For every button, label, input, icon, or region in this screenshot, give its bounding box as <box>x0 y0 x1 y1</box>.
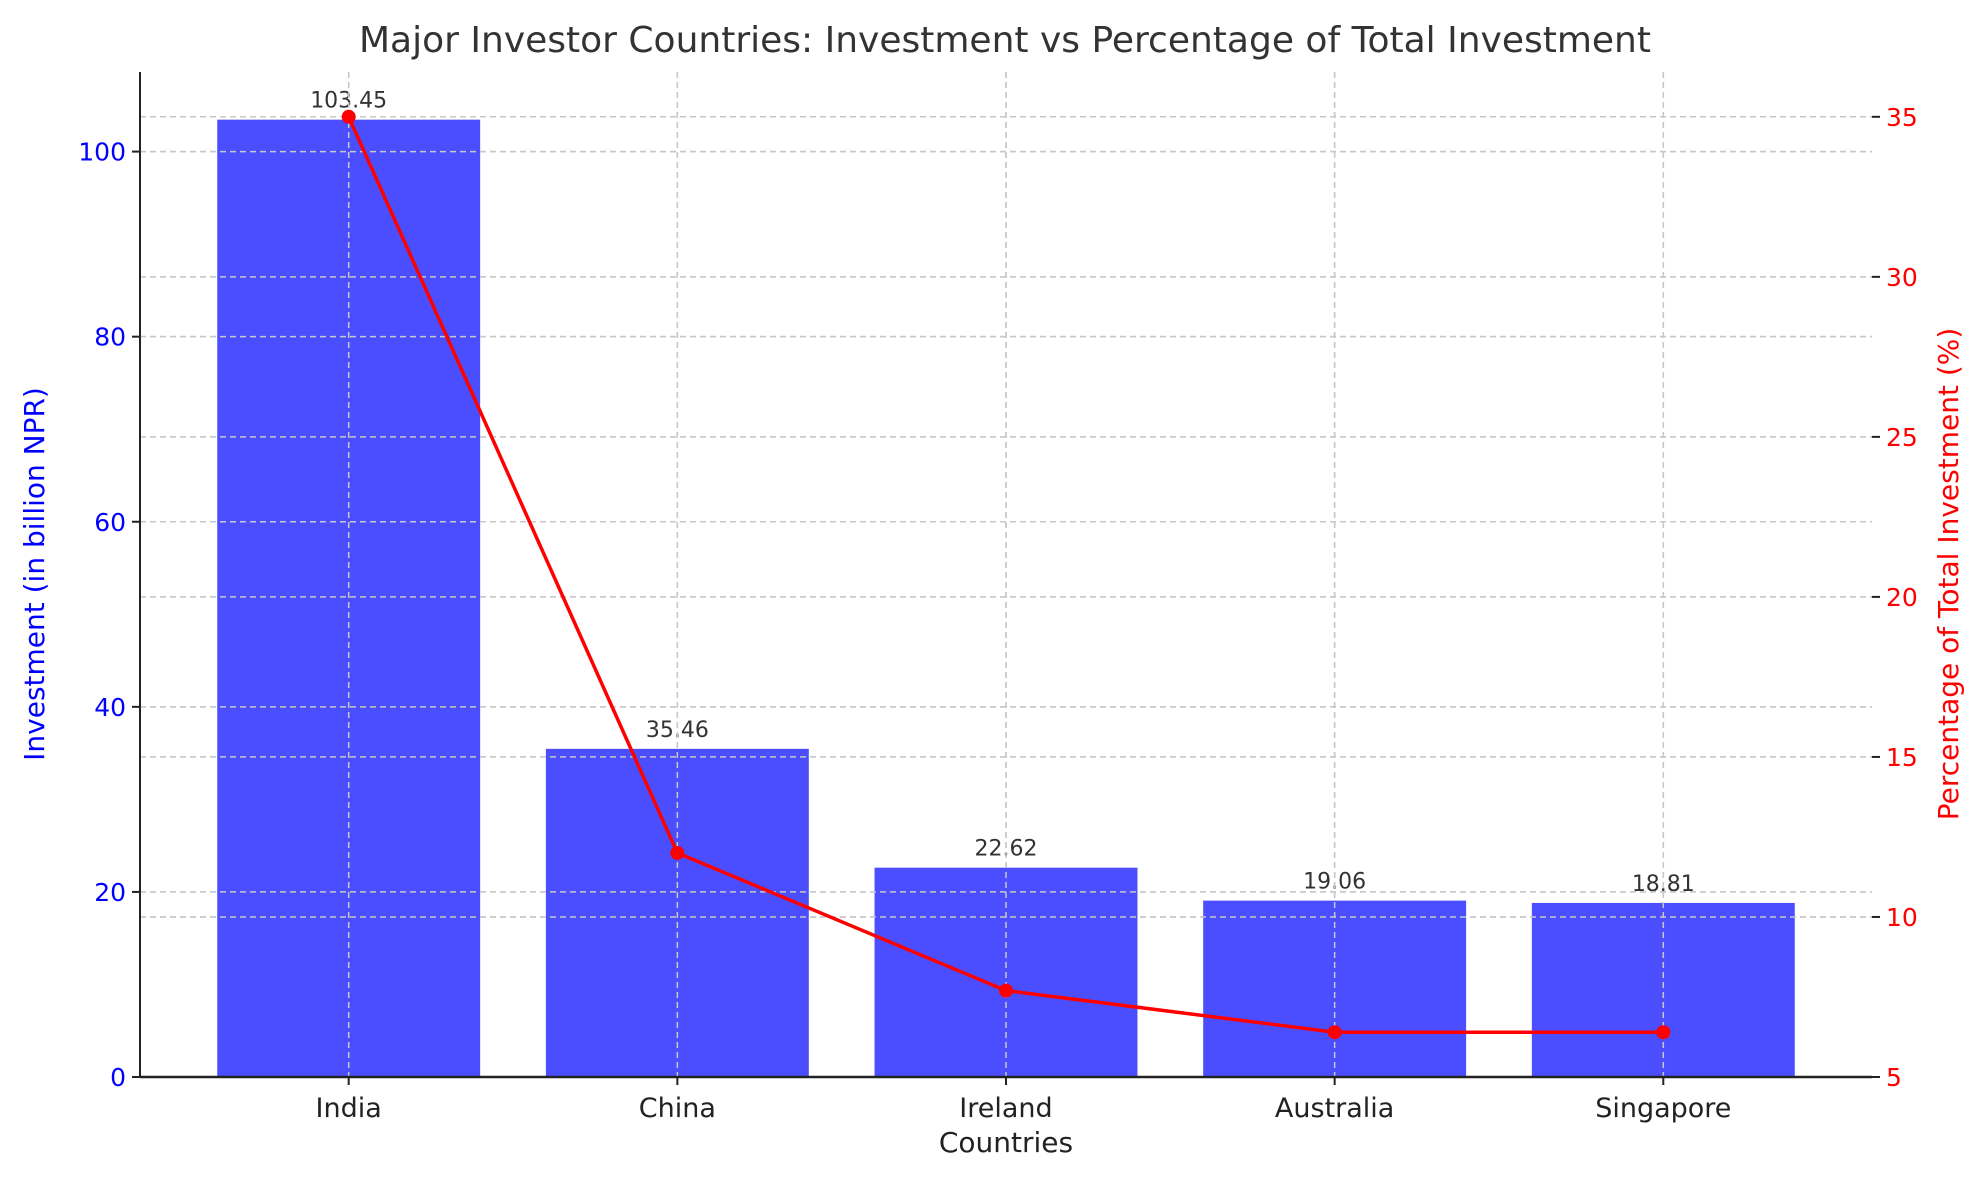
x-tick-label: India <box>316 1093 382 1124</box>
percentage-point-australia <box>1327 1025 1342 1040</box>
y2-tick-label: 35 <box>1886 103 1918 132</box>
y-axis-label: Investment (in billion NPR) <box>18 387 51 761</box>
bar-singapore <box>1531 902 1795 1077</box>
percentage-point-india <box>341 109 356 124</box>
x-tick-label: Ireland <box>959 1093 1052 1124</box>
x-tick-label: China <box>639 1093 716 1124</box>
bar-value-label: 35.46 <box>646 718 709 743</box>
y-tick-label: 0 <box>110 1063 126 1092</box>
y-tick-label: 100 <box>78 138 126 167</box>
y-tick-label: 40 <box>94 693 126 722</box>
y2-tick-label: 20 <box>1886 583 1918 612</box>
y-tick-label: 20 <box>94 878 126 907</box>
percentage-point-china <box>670 845 685 860</box>
percentage-point-ireland <box>999 983 1013 998</box>
percentage-line <box>341 109 1671 1040</box>
y2-tick-label: 15 <box>1886 743 1918 772</box>
percentage-point-singapore <box>1656 1025 1671 1040</box>
y-tick-label: 60 <box>94 508 126 537</box>
y-tick-label: 80 <box>94 323 126 352</box>
x-axis-label: Countries <box>939 1126 1073 1159</box>
axes: 0 20 40 60 80 100 5 10 15 20 25 30 35 India China Irela… <box>78 72 1918 1124</box>
y2-tick-label: 5 <box>1886 1063 1902 1092</box>
y2-tick-label: 10 <box>1886 903 1918 932</box>
y2-axis-label: Percentage of Total Investment (%) <box>1932 328 1965 821</box>
x-tick-label: Australia <box>1275 1093 1394 1124</box>
x-tick-label: Singapore <box>1595 1093 1731 1124</box>
y2-tick-label: 25 <box>1886 423 1918 452</box>
y2-tick-label: 30 <box>1886 263 1918 292</box>
chart-title: Major Investor Countries: Investment vs … <box>359 20 1651 61</box>
